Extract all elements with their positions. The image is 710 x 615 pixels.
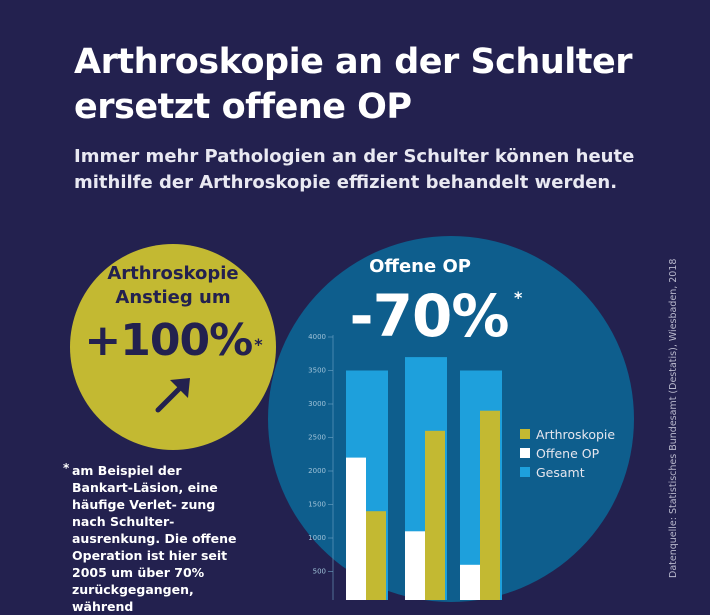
legend-swatch-offene_op	[520, 448, 530, 458]
offene-op-label: Offene OP	[369, 256, 471, 277]
bar-arthroskopie	[480, 410, 500, 600]
bar-arthroskopie	[366, 511, 386, 600]
arthroskopie-badge: Arthroskopie Anstieg um +100% *	[70, 244, 276, 450]
y-tick-label: 4000	[308, 333, 326, 341]
y-tick-label: 1000	[308, 534, 326, 542]
legend-label-offene_op: Offene OP	[536, 446, 600, 461]
bar-arthroskopie	[425, 430, 445, 600]
footnote-text: am Beispiel der Bankart-Läsion, eine häu…	[72, 463, 237, 614]
bar-chart: 500 1000 1500 2000 2500 3000 3500 4000 Arthrosko…	[308, 333, 615, 600]
page-title: Arthroskopie an der Schulter ersetzt off…	[74, 42, 632, 127]
bar-offene-op	[460, 564, 480, 600]
y-tick-label: 500	[313, 568, 326, 576]
arthroskopie-badge-label: Arthroskopie Anstieg um	[107, 263, 239, 308]
y-tick-label: 2500	[308, 434, 326, 442]
arrow-up-right-icon	[155, 378, 190, 413]
offene-op-marker: *	[514, 288, 523, 307]
arthroskopie-badge-marker: *	[254, 335, 262, 354]
y-tick-label: 3500	[308, 367, 326, 375]
bar-offene-op	[346, 457, 366, 600]
page-subtitle: Immer mehr Pathologien an der Schulter k…	[74, 146, 635, 193]
bar-offene-op	[405, 531, 425, 600]
y-tick-label: 2000	[308, 467, 326, 475]
legend-label-arthroskopie: Arthroskopie	[536, 427, 615, 442]
legend-label-gesamt: Gesamt	[536, 465, 585, 480]
footnote: * am Beispiel der Bankart-Läsion, eine h…	[60, 461, 240, 615]
arthroskopie-badge-value: +100%	[84, 315, 253, 366]
offene-op-value: -70%	[349, 282, 510, 350]
source-note: Datenquelle: Statistisches Bundesamt (De…	[668, 258, 679, 578]
footnote-marker: *	[63, 461, 70, 475]
y-tick-label: 1500	[308, 501, 326, 509]
legend-swatch-gesamt	[520, 467, 530, 477]
arthroskopie-badge-value-wrap: +100% *	[70, 314, 276, 368]
offene-op-circle	[268, 236, 634, 602]
y-tick-label: 3000	[308, 400, 326, 408]
legend-swatch-arthroskopie	[520, 429, 530, 439]
